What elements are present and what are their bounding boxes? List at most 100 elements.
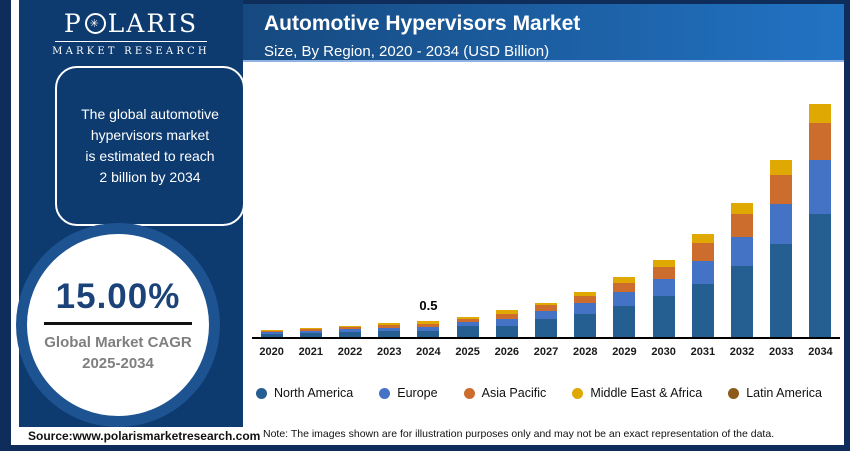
- bar-segment: [495, 319, 518, 326]
- bar-segment: [731, 266, 754, 337]
- legend-dot-icon: [379, 387, 391, 399]
- legend-dot-icon: [572, 387, 584, 399]
- callout-line: 2 billion by 2034: [99, 169, 201, 185]
- bar-segment: [299, 329, 322, 331]
- bar-segment: [260, 330, 283, 331]
- legend-label: Asia Pacific: [481, 386, 547, 400]
- bar-segment: [652, 260, 675, 267]
- x-tick-label: 2020: [259, 346, 284, 358]
- cagr-value: 15.00%: [55, 276, 181, 316]
- bar-segment: [378, 325, 401, 328]
- bar-segment: [652, 279, 675, 296]
- bar-segment: [339, 329, 361, 332]
- bar-segment: [495, 310, 518, 314]
- bar-segment: [809, 104, 832, 123]
- bar-segment: [691, 261, 714, 284]
- bar-group: [448, 100, 487, 337]
- bar-segment: [378, 331, 401, 337]
- legend-label: Europe: [397, 386, 438, 400]
- x-tick-label: 2030: [651, 346, 676, 358]
- bar-segment: [731, 237, 754, 266]
- market-callout-box: The global automotive hypervisors market…: [55, 66, 245, 226]
- x-tick-label: 2022: [337, 346, 363, 358]
- bar-data-label: 0.5: [419, 298, 438, 313]
- source-text: Source:www.polarismarketresearch.com: [28, 429, 261, 443]
- bar-group: [605, 100, 644, 337]
- plot-area: 0.5: [252, 100, 840, 339]
- bar-segment: [417, 321, 440, 324]
- bar-segment: [260, 332, 283, 334]
- bar-segment: [652, 296, 675, 337]
- logo-tagline: MARKET RESEARCH: [52, 46, 210, 57]
- bar-segment: [299, 333, 322, 337]
- x-tick-label: 2028: [572, 346, 598, 358]
- bar-segment: [456, 326, 479, 337]
- bar-stack-2022: [339, 326, 361, 337]
- bar-group: [722, 100, 761, 337]
- frame-border-top: [243, 0, 844, 4]
- bar-segment: [456, 319, 479, 322]
- frame-border-bottom: [0, 445, 850, 451]
- legend-dot-icon: [256, 387, 267, 399]
- bar-stack-2025: [456, 317, 479, 337]
- x-tick-label: 2032: [729, 346, 755, 358]
- legend-item: Latin America: [728, 386, 822, 400]
- bar-group: [370, 100, 409, 337]
- logo-divider: [55, 41, 207, 42]
- legend-item: Europe: [379, 386, 438, 400]
- legend-label: Middle East & Africa: [590, 386, 703, 400]
- bar-stack-2029: [613, 277, 636, 337]
- x-tick-label: 2023: [376, 346, 402, 358]
- callout-line: is estimated to reach: [85, 148, 215, 164]
- callout-line: hypervisors market: [90, 127, 210, 143]
- bar-segment: [378, 328, 401, 331]
- bar-segment: [731, 203, 754, 214]
- bar-segment: [770, 204, 793, 244]
- bar-group: [291, 100, 330, 337]
- page-subtitle: Size, By Region, 2020 - 2034 (USD Billio…: [264, 43, 550, 60]
- bar-segment: [691, 234, 714, 243]
- bar-segment: [809, 123, 832, 160]
- market-callout-text: The global automotive hypervisors market…: [81, 104, 219, 188]
- bar-segment: [535, 303, 558, 305]
- bar-group: [801, 100, 840, 337]
- bar-segment: [417, 324, 440, 327]
- bar-segment: [339, 332, 361, 337]
- bar-group: [644, 100, 683, 337]
- legend-item: Middle East & Africa: [572, 386, 702, 400]
- x-tick-label: 2024: [416, 346, 441, 358]
- bar-group: [330, 100, 369, 337]
- callout-line: The global automotive: [81, 106, 219, 122]
- bar-segment: [613, 306, 636, 337]
- x-tick-label: 2034: [808, 346, 833, 358]
- x-tick-label: 2026: [494, 346, 520, 358]
- bar-segment: [770, 244, 793, 337]
- bar-group: 0.5: [409, 100, 448, 337]
- bar-group: [252, 100, 291, 337]
- bar-segment: [809, 160, 832, 214]
- bar-segment: [613, 292, 636, 306]
- bar-stack-2024: [417, 321, 440, 337]
- bar-segment: [495, 314, 518, 319]
- frame-border-right: [844, 0, 850, 451]
- bar-segment: [456, 317, 479, 319]
- bar-segment: [574, 296, 597, 303]
- bar-stack-2023: [378, 323, 401, 337]
- bar-segment: [613, 283, 636, 292]
- bar-group: [526, 100, 565, 337]
- legend-item: North America: [256, 386, 353, 400]
- bar-segment: [299, 331, 322, 333]
- note-text: Note: The images shown are for illustrat…: [263, 428, 775, 440]
- bar-segment: [574, 314, 597, 337]
- logo-brand-pre: P: [63, 9, 83, 38]
- bar-group: [566, 100, 605, 337]
- x-tick-label: 2029: [612, 346, 637, 358]
- legend-dot-icon: [463, 387, 475, 399]
- bar-segment: [495, 326, 518, 337]
- chart-legend: North America Europe Asia Pacific Middle Ea…: [256, 386, 822, 400]
- chart-header: Automotive Hypervisors Market Size, By R…: [243, 4, 844, 62]
- x-tick-label: 2025: [455, 346, 480, 358]
- bar-segment: [378, 323, 401, 325]
- bar-segment: [809, 214, 832, 337]
- bar-stack-2021: [299, 328, 322, 337]
